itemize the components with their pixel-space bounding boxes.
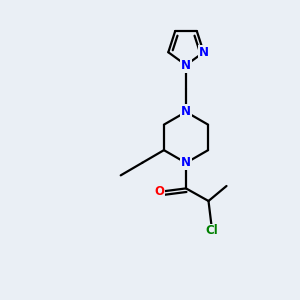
- Text: Cl: Cl: [205, 224, 218, 238]
- Text: N: N: [181, 58, 191, 72]
- Text: N: N: [181, 105, 191, 119]
- Text: N: N: [199, 46, 209, 59]
- Text: O: O: [154, 185, 164, 198]
- Text: N: N: [181, 156, 191, 170]
